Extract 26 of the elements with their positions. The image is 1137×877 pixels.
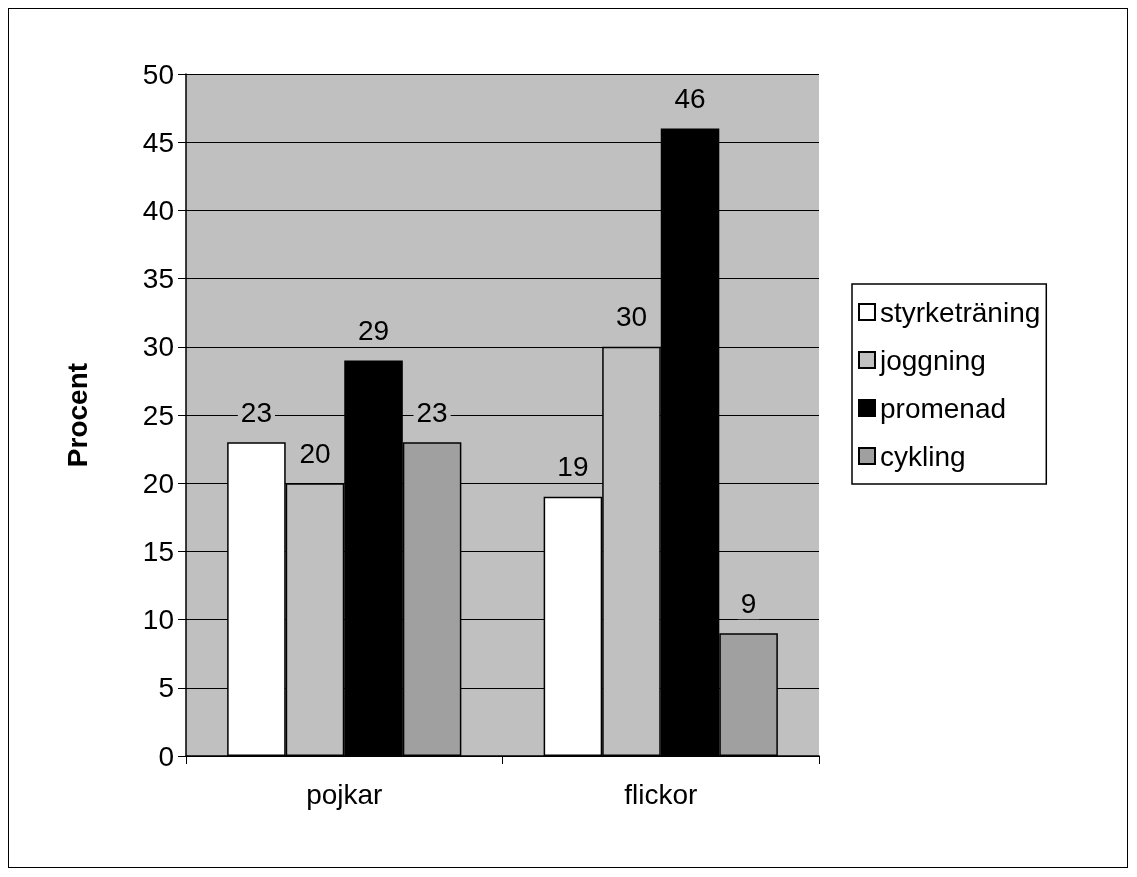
y-tick-label: 35 bbox=[142, 263, 174, 295]
x-tick-label: flickor bbox=[624, 778, 698, 810]
y-tick-label: 15 bbox=[142, 535, 174, 567]
y-tick-label: 45 bbox=[142, 126, 174, 158]
data-label: 9 bbox=[740, 587, 757, 619]
y-tick-label: 0 bbox=[158, 740, 174, 772]
y-tick-label: 30 bbox=[142, 331, 174, 363]
y-tick-label: 40 bbox=[142, 194, 174, 226]
legend-label: promenad bbox=[880, 392, 1007, 424]
y-tick-label: 5 bbox=[158, 672, 174, 704]
data-label: 46 bbox=[674, 83, 706, 115]
data-label: 29 bbox=[357, 314, 390, 346]
y-tick-label: 25 bbox=[142, 399, 174, 431]
data-label: 23 bbox=[240, 396, 272, 428]
legend-label: styrketräning bbox=[880, 296, 1041, 328]
legend-label: joggning bbox=[879, 344, 986, 376]
legend-label: cykling bbox=[880, 440, 966, 472]
y-tick-label: 10 bbox=[142, 604, 174, 636]
y-axis-title: Procent bbox=[61, 362, 93, 468]
y-tick-label: 50 bbox=[142, 58, 174, 90]
y-tick-label: 20 bbox=[142, 467, 174, 499]
x-tick-label: pojkar bbox=[306, 778, 383, 810]
data-label: 20 bbox=[299, 437, 331, 469]
data-label: 23 bbox=[416, 396, 448, 428]
data-label: 30 bbox=[615, 301, 648, 333]
data-label: 19 bbox=[557, 451, 589, 483]
